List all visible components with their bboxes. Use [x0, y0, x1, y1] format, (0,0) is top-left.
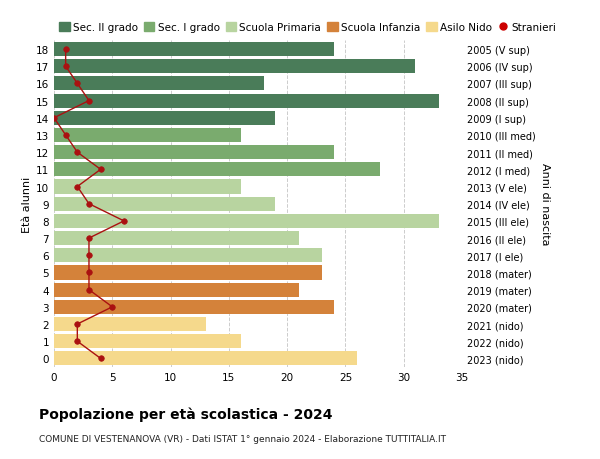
- Bar: [54, 112, 275, 125]
- Y-axis label: Anni di nascita: Anni di nascita: [539, 163, 550, 246]
- Text: COMUNE DI VESTENANOVA (VR) - Dati ISTAT 1° gennaio 2024 - Elaborazione TUTTITALI: COMUNE DI VESTENANOVA (VR) - Dati ISTAT …: [39, 434, 446, 443]
- Bar: [54, 43, 334, 57]
- Bar: [54, 197, 275, 211]
- Bar: [54, 317, 206, 331]
- Bar: [54, 180, 241, 194]
- Bar: [54, 60, 415, 74]
- Bar: [54, 94, 439, 108]
- Bar: [54, 335, 241, 348]
- Legend: Sec. II grado, Sec. I grado, Scuola Primaria, Scuola Infanzia, Asilo Nido, Stran: Sec. II grado, Sec. I grado, Scuola Prim…: [59, 23, 557, 33]
- Bar: [54, 77, 264, 91]
- Bar: [54, 129, 241, 143]
- Bar: [54, 266, 322, 280]
- Bar: [54, 300, 334, 314]
- Bar: [54, 146, 334, 160]
- Bar: [54, 352, 357, 366]
- Bar: [54, 249, 322, 263]
- Y-axis label: Età alunni: Età alunni: [22, 176, 32, 232]
- Text: Popolazione per età scolastica - 2024: Popolazione per età scolastica - 2024: [39, 406, 332, 421]
- Bar: [54, 231, 299, 246]
- Bar: [54, 283, 299, 297]
- Bar: [54, 214, 439, 229]
- Bar: [54, 163, 380, 177]
